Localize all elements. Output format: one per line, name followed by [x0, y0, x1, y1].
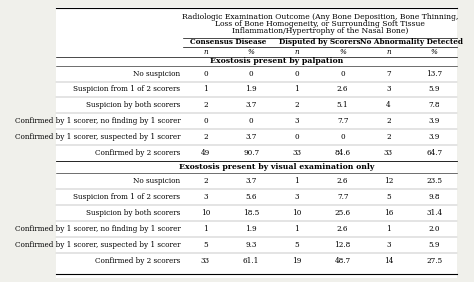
Text: 33: 33: [292, 149, 301, 157]
Text: Suspicion from 1 of 2 scorers: Suspicion from 1 of 2 scorers: [73, 85, 181, 94]
Text: n: n: [203, 48, 208, 56]
Text: 5.6: 5.6: [246, 193, 257, 201]
Text: 2.6: 2.6: [337, 225, 348, 233]
Text: 0: 0: [249, 70, 254, 78]
Text: Suspicion by both scorers: Suspicion by both scorers: [86, 209, 181, 217]
Text: 10: 10: [201, 209, 210, 217]
Text: 2.6: 2.6: [337, 177, 348, 185]
Text: 2: 2: [386, 117, 391, 125]
Text: 18.5: 18.5: [243, 209, 259, 217]
Text: 7: 7: [386, 70, 391, 78]
Text: Suspicion by both scorers: Suspicion by both scorers: [86, 102, 181, 109]
Text: %: %: [339, 48, 346, 56]
Text: 1: 1: [294, 177, 299, 185]
Text: 2: 2: [203, 133, 208, 141]
Text: Confirmed by 1 scorer, suspected by 1 scorer: Confirmed by 1 scorer, suspected by 1 sc…: [15, 241, 181, 249]
Text: 19: 19: [292, 257, 301, 265]
Text: 9.8: 9.8: [428, 193, 440, 201]
Text: 33: 33: [201, 257, 210, 265]
Text: Confirmed by 2 scorers: Confirmed by 2 scorers: [95, 257, 181, 265]
Text: 48.7: 48.7: [335, 257, 351, 265]
Text: No suspicion: No suspicion: [133, 177, 181, 185]
Text: 16: 16: [384, 209, 393, 217]
Text: 64.7: 64.7: [426, 149, 442, 157]
Text: 3: 3: [386, 241, 391, 249]
Text: n: n: [386, 48, 391, 56]
Text: 5.1: 5.1: [337, 102, 348, 109]
Text: 1: 1: [386, 225, 391, 233]
Text: No suspicion: No suspicion: [133, 70, 181, 78]
Text: 3.9: 3.9: [428, 117, 440, 125]
Text: 3.7: 3.7: [246, 102, 257, 109]
Text: 5.9: 5.9: [428, 85, 440, 94]
Text: 0: 0: [295, 70, 299, 78]
Text: 84.6: 84.6: [335, 149, 351, 157]
Text: Consensus Disease: Consensus Disease: [190, 38, 266, 47]
Text: 5: 5: [386, 193, 391, 201]
Text: No Abnormality Detected: No Abnormality Detected: [360, 38, 463, 47]
Text: 12.8: 12.8: [335, 241, 351, 249]
Text: Confirmed by 2 scorers: Confirmed by 2 scorers: [95, 149, 181, 157]
Text: 0: 0: [295, 133, 299, 141]
Text: 1: 1: [294, 85, 299, 94]
Text: 7.8: 7.8: [428, 102, 440, 109]
Text: 2: 2: [295, 102, 299, 109]
Text: Exostosis present by palpation: Exostosis present by palpation: [210, 58, 343, 65]
Text: 0: 0: [203, 70, 208, 78]
Text: 2.6: 2.6: [337, 85, 348, 94]
Text: 1: 1: [203, 225, 208, 233]
Text: Confirmed by 1 scorer, no finding by 1 scorer: Confirmed by 1 scorer, no finding by 1 s…: [15, 225, 181, 233]
Text: Loss of Bone Homogeneity, or Surrounding Soft Tissue: Loss of Bone Homogeneity, or Surrounding…: [215, 20, 425, 28]
Text: 0: 0: [203, 117, 208, 125]
Text: 1: 1: [294, 225, 299, 233]
Text: 3: 3: [295, 193, 299, 201]
Text: Suspicion from 1 of 2 scorers: Suspicion from 1 of 2 scorers: [73, 193, 181, 201]
Text: Inflammation/Hypertrophy of the Nasal Bone): Inflammation/Hypertrophy of the Nasal Bo…: [232, 27, 408, 35]
Text: 3: 3: [295, 117, 299, 125]
Text: %: %: [431, 48, 438, 56]
Text: 13.7: 13.7: [426, 70, 442, 78]
Text: 3: 3: [203, 193, 208, 201]
Text: 14: 14: [384, 257, 393, 265]
Text: 5.9: 5.9: [428, 241, 440, 249]
Text: 1.9: 1.9: [246, 225, 257, 233]
Text: 0: 0: [340, 70, 345, 78]
Text: 33: 33: [384, 149, 393, 157]
Text: Disputed by Scorers: Disputed by Scorers: [279, 38, 361, 47]
Text: 12: 12: [384, 177, 393, 185]
Text: 27.5: 27.5: [426, 257, 442, 265]
Text: 3.7: 3.7: [246, 133, 257, 141]
Text: 3.7: 3.7: [246, 177, 257, 185]
Text: 4: 4: [386, 102, 391, 109]
Text: 2: 2: [203, 177, 208, 185]
Text: Exostosis present by visual examination only: Exostosis present by visual examination …: [179, 163, 374, 171]
Text: 90.7: 90.7: [243, 149, 259, 157]
Text: %: %: [248, 48, 255, 56]
Text: 0: 0: [249, 117, 254, 125]
Text: 1.9: 1.9: [246, 85, 257, 94]
Text: 5: 5: [203, 241, 208, 249]
Text: 3.9: 3.9: [428, 133, 440, 141]
Text: Radiologic Examination Outcome (Any Bone Deposition, Bone Thinning,: Radiologic Examination Outcome (Any Bone…: [182, 13, 458, 21]
Text: 25.6: 25.6: [335, 209, 351, 217]
Text: Confirmed by 1 scorer, no finding by 1 scorer: Confirmed by 1 scorer, no finding by 1 s…: [15, 117, 181, 125]
Text: 23.5: 23.5: [426, 177, 442, 185]
Text: 2: 2: [386, 133, 391, 141]
Text: 9.3: 9.3: [246, 241, 257, 249]
Text: 0: 0: [340, 133, 345, 141]
Text: 3: 3: [386, 85, 391, 94]
Text: 49: 49: [201, 149, 210, 157]
Text: 1: 1: [203, 85, 208, 94]
Text: n: n: [295, 48, 299, 56]
Text: 2: 2: [203, 102, 208, 109]
Text: 7.7: 7.7: [337, 193, 348, 201]
Text: 61.1: 61.1: [243, 257, 259, 265]
Text: Confirmed by 1 scorer, suspected by 1 scorer: Confirmed by 1 scorer, suspected by 1 sc…: [15, 133, 181, 141]
Text: 2.0: 2.0: [428, 225, 440, 233]
Text: 7.7: 7.7: [337, 117, 348, 125]
Text: 5: 5: [295, 241, 299, 249]
Text: 10: 10: [292, 209, 301, 217]
Text: 31.4: 31.4: [426, 209, 442, 217]
